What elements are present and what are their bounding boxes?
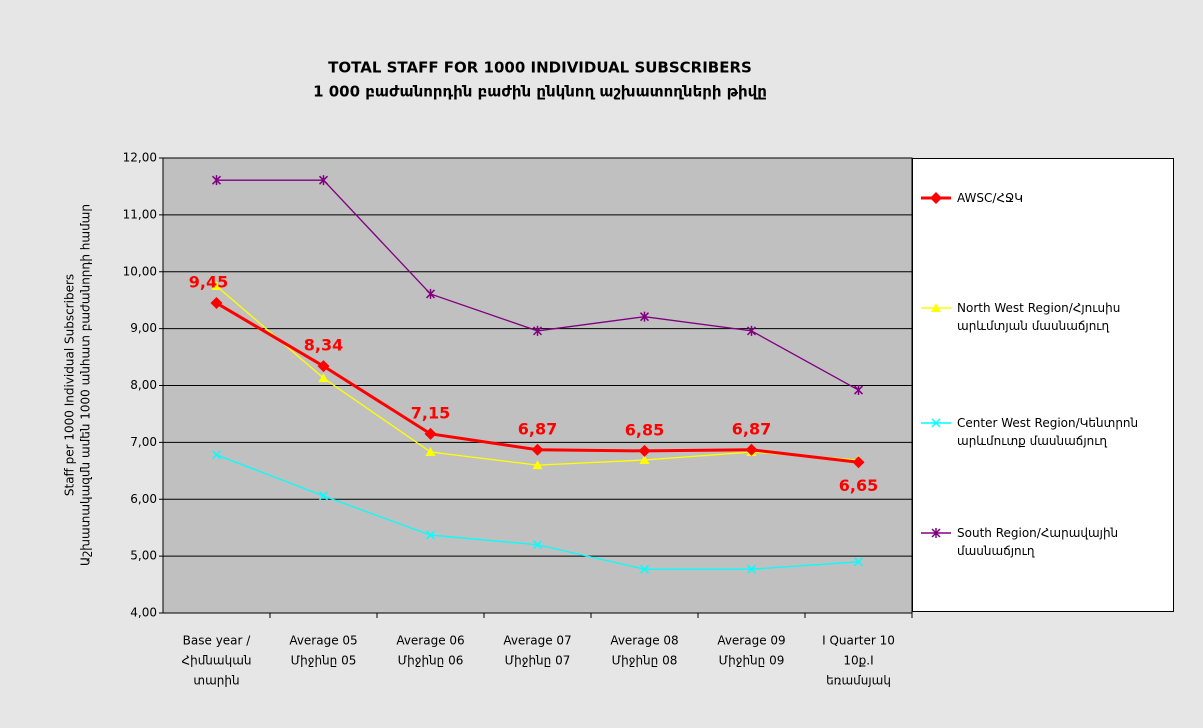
marker (745, 443, 758, 456)
y-tick-label: 9,00 (130, 321, 157, 335)
chart-subtitle: 1 000 բաժանորդին բաժին ընկնող աշխատողներ… (313, 83, 767, 101)
x-tick-label: Average 05 (289, 634, 357, 648)
y-tick-label: 12,00 (123, 151, 157, 165)
x-tick-label: Հիմնական (182, 654, 252, 668)
x-tick-label: Միջինը 08 (612, 654, 678, 668)
y-tick-label: 11,00 (123, 207, 157, 221)
marker (532, 460, 543, 470)
marker (318, 175, 329, 186)
chart-title: TOTAL STAFF FOR 1000 INDIVIDUAL SUBSCRIB… (328, 59, 752, 77)
legend: AWSC/ՀՋԿ North West Region/Հյուսիս արևմտյ… (912, 158, 1174, 612)
legend-label: AWSC/ՀՋԿ (957, 191, 1024, 205)
marker (638, 444, 651, 457)
legend-entry: North West Region/Հյուսիս արևմտյան մասնա… (919, 299, 1169, 335)
x-tick-label: I Quarter 10 (822, 634, 895, 648)
marker (531, 443, 544, 456)
marker (639, 311, 650, 322)
legend-entry: South Region/Հարավային մասնաճյուղ (919, 524, 1169, 560)
x-tick-label: Average 08 (610, 634, 678, 648)
y-tick-label: 8,00 (130, 378, 157, 392)
marker (318, 373, 329, 383)
data-label: 6,87 (732, 419, 771, 438)
x-tick-label: եռամսյակ (826, 674, 891, 688)
marker (746, 564, 757, 574)
marker (931, 418, 941, 428)
y-tick-label: 10,00 (123, 264, 157, 278)
data-label: 6,87 (518, 419, 557, 438)
data-label: 9,45 (189, 273, 228, 292)
marker (211, 450, 222, 460)
y-tick-label: 7,00 (130, 435, 157, 449)
legend-swatch (921, 418, 951, 428)
marker (210, 297, 223, 310)
marker (639, 455, 650, 465)
x-tick-label: տարին (193, 674, 239, 688)
y-tick-label: 5,00 (130, 549, 157, 563)
y-axis-label: Աշխատակազմն ամեն 1000 անհատ բաժանորդի հա… (79, 204, 93, 566)
marker (746, 325, 757, 336)
data-label: 6,85 (625, 420, 664, 439)
x-tick-label: Average 06 (396, 634, 464, 648)
marker (930, 192, 942, 204)
marker (211, 175, 222, 186)
legend-label: North West Region/Հյուսիս արևմտյան մասնա… (957, 301, 1121, 333)
legend-entry: AWSC/ՀՋԿ (919, 189, 1169, 207)
data-label: 6,65 (839, 476, 878, 495)
x-tick-label: Average 09 (717, 634, 785, 648)
marker (424, 427, 437, 440)
legend-swatch (921, 192, 951, 204)
marker (931, 303, 941, 312)
marker (425, 447, 436, 457)
y-tick-label: 4,00 (130, 606, 157, 620)
marker (931, 528, 941, 538)
marker (211, 280, 222, 290)
marker (425, 530, 436, 540)
x-tick-label: Միջինը 09 (719, 654, 785, 668)
marker (425, 288, 436, 299)
legend-label: Center West Region/Կենտրոն արևմուտք մասն… (957, 416, 1139, 448)
marker (639, 564, 650, 574)
marker (853, 385, 864, 396)
marker (853, 557, 864, 567)
marker (318, 491, 329, 501)
legend-swatch (921, 303, 951, 312)
marker (852, 456, 865, 469)
legend-label: South Region/Հարավային մասնաճյուղ (957, 526, 1119, 558)
data-label: 7,15 (411, 403, 450, 422)
legend-entry: Center West Region/Կենտրոն արևմուտք մասն… (919, 414, 1169, 450)
x-tick-label: Միջինը 05 (291, 654, 357, 668)
x-tick-label: Միջինը 07 (505, 654, 571, 668)
marker (532, 325, 543, 336)
legend-swatch (921, 528, 951, 538)
x-tick-label: 10ք.I (843, 654, 873, 668)
x-tick-label: Base year / (183, 634, 252, 648)
y-tick-label: 6,00 (130, 492, 157, 506)
data-label: 8,34 (304, 336, 343, 355)
marker (317, 360, 330, 373)
x-tick-label: Average 07 (503, 634, 571, 648)
y-axis-label: Staff per 1000 Individual Subscribers (63, 274, 77, 496)
marker (532, 540, 543, 550)
x-tick-label: Միջինը 06 (398, 654, 464, 668)
